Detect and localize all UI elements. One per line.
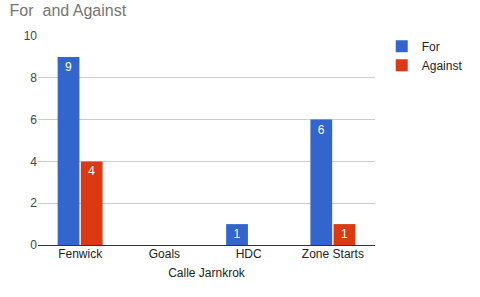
svg-text:8: 8 [30, 71, 37, 85]
svg-text:6: 6 [318, 123, 325, 137]
svg-text:For and Against: For and Against [10, 2, 127, 19]
svg-text:Zone Starts: Zone Starts [302, 247, 364, 261]
svg-text:2: 2 [30, 196, 37, 210]
svg-text:Fenwick: Fenwick [58, 247, 103, 261]
svg-text:For: For [422, 40, 440, 54]
svg-text:Goals: Goals [149, 247, 180, 261]
svg-text:10: 10 [24, 29, 38, 43]
svg-text:9: 9 [65, 60, 72, 74]
svg-text:HDC: HDC [236, 247, 262, 261]
svg-text:Calle Jarnkrok: Calle Jarnkrok [168, 266, 246, 280]
svg-text:Against: Against [422, 59, 463, 73]
svg-text:4: 4 [30, 155, 37, 169]
svg-text:1: 1 [234, 227, 241, 241]
svg-text:4: 4 [88, 164, 95, 178]
svg-text:1: 1 [341, 227, 348, 241]
svg-text:0: 0 [30, 238, 37, 252]
svg-text:6: 6 [30, 113, 37, 127]
